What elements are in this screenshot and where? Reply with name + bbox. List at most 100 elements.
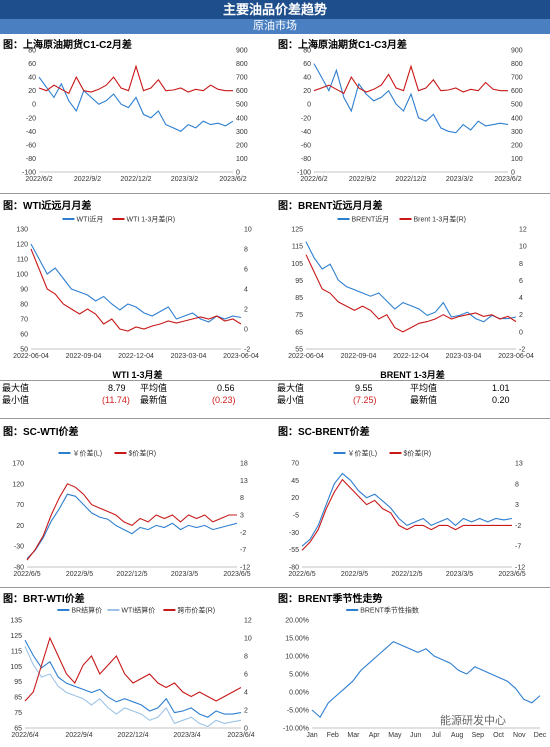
chart-panel-sc-c1c3: 图：上海原油期货C1-C3月差 80 60 40 20 0 -20 -40 -60 -80 -10… — [278, 36, 548, 188]
x-tick-label: 2023/6/2 — [494, 176, 521, 183]
y-right-tick-label: 2 — [244, 708, 248, 715]
stats-avg-label: 平均值 — [140, 383, 168, 393]
legend-label: WTI结算价 — [121, 606, 155, 615]
y-left-tick-label: -30 — [14, 544, 24, 551]
y-left-tick-label: 95 — [295, 278, 303, 285]
y-right-tick-label: 700 — [511, 75, 523, 82]
series-line — [305, 254, 517, 333]
x-tick-label: 2023/3/2 — [171, 176, 198, 183]
y-left-tick-label: 20.00% — [285, 618, 309, 625]
y-right-tick-label: 2 — [519, 312, 523, 319]
y-left-tick-label: 80 — [20, 302, 28, 309]
x-tick-label: 2022-12-04 — [118, 353, 154, 360]
y-right-tick-label: 400 — [236, 115, 248, 122]
y-left-tick-label: 45 — [291, 478, 299, 485]
y-right-tick-label: 0 — [244, 327, 248, 334]
series-line — [26, 483, 237, 561]
stats-avg-value: 1.01 — [492, 383, 510, 393]
y-right-tick-label: 0 — [511, 170, 515, 177]
y-left-tick-label: -100 — [297, 170, 311, 177]
y-left-tick-label: 65 — [295, 329, 303, 336]
chart-brt-wti: 135 125 115 105 95 85 75 65 12 10 8 6 4 2 0 2022/6/4 202… — [10, 606, 254, 740]
x-tick-label: 2022-09-04 — [341, 353, 377, 360]
x-tick-label: Oct — [493, 732, 504, 739]
y-left-tick-label: 40 — [303, 75, 311, 82]
y-left-tick-label: 0.00% — [289, 690, 309, 697]
y-left-tick-label: -80 — [14, 565, 24, 572]
chart-brent-seasonal: 20.00% 15.00% 10.00% 5.00% 0.00% -5.00% -10.00… — [283, 606, 547, 740]
x-tick-label: 2022-09-04 — [66, 353, 102, 360]
x-tick-label: 2022/12/4 — [117, 732, 148, 739]
stats-min-label: 最小值 — [277, 395, 305, 405]
y-right-tick-label: 900 — [236, 48, 248, 55]
y-right-tick-label: 800 — [511, 61, 523, 68]
chart-panel-sc-brent: 图：SC-BRENT价差 70 45 20 -5 -30 -55 -80 13 8 3 -2 -7 -1… — [278, 423, 548, 583]
y-right-tick-label: 8 — [244, 247, 248, 254]
x-tick-label: 2023/6/2 — [219, 176, 246, 183]
y-left-tick-label: -5.00% — [287, 708, 309, 715]
stats-title: WTI 1-3月差 — [0, 370, 275, 381]
series-line — [301, 478, 512, 551]
x-tick-label: 2022/9/4 — [65, 732, 92, 739]
x-tick-label: 2022/6/5 — [288, 571, 315, 578]
stats-table: WTI 1-3月差 最大值 8.79 平均值 0.56 最小值 (11.74) … — [0, 370, 550, 414]
legend-label: WTI近月 — [77, 215, 104, 224]
series-line — [311, 640, 541, 719]
y-right-tick-label: 6 — [519, 278, 523, 285]
y-right-tick-label: 500 — [236, 102, 248, 109]
series-line — [24, 639, 242, 718]
y-left-tick-label: 125 — [291, 227, 303, 234]
stats-min-label: 最小值 — [2, 395, 30, 405]
y-left-tick-label: 100 — [16, 272, 28, 279]
y-right-tick-label: 700 — [236, 75, 248, 82]
x-tick-label: 2023/6/5 — [498, 571, 525, 578]
x-tick-label: Aug — [451, 732, 464, 739]
legend-label: WTI 1-3月差(R) — [127, 215, 176, 224]
chart-panel-brt-wti: 图：BRT-WTI价差 135 125 115 105 95 85 75 65 12 10 8 6 4 2… — [3, 590, 273, 745]
x-tick-label: 2022/9/2 — [74, 176, 101, 183]
y-right-tick-label: 900 — [511, 48, 523, 55]
y-left-tick-label: -60 — [301, 142, 311, 149]
x-tick-label: 2023/3/5 — [446, 571, 473, 578]
y-right-tick-label: 13 — [240, 478, 248, 485]
stats-avg-value: 0.56 — [217, 383, 235, 393]
legend-label: BRENT季节性指数 — [360, 606, 419, 615]
page-banner: 主要油品价差趋势 — [0, 0, 550, 19]
chart-panel-wti-spread: 图：WTI近远月月差 130 120 110 100 90 80 70 60 50 10 8 6 4 2 0… — [3, 197, 273, 369]
page-subbanner: 原油市场 — [0, 19, 550, 34]
stats-min-value: (11.74) — [102, 395, 130, 405]
series-line — [38, 76, 234, 132]
y-left-tick-label: 60 — [303, 61, 311, 68]
y-right-tick-label: 800 — [236, 61, 248, 68]
y-right-tick-label: 300 — [511, 129, 523, 136]
x-tick-label: 2022/12/2 — [395, 176, 426, 183]
x-tick-label: Jan — [306, 732, 317, 739]
legend-label: BR结算价 — [71, 606, 102, 615]
y-left-tick-label: 50 — [20, 347, 28, 354]
chart-panel-sc-c1c2: 图：上海原油期货C1-C2月差 80 60 40 20 0 -20 -40 -60 -80 -10… — [3, 36, 273, 188]
y-right-tick-label: 4 — [244, 690, 248, 697]
y-right-tick-label: 3 — [515, 502, 519, 509]
x-tick-label: 2022/6/5 — [13, 571, 40, 578]
y-left-tick-label: 70 — [16, 502, 24, 509]
chart-title: 图：BRENT近远月月差 — [278, 201, 383, 212]
series-line — [30, 243, 242, 323]
series-line — [30, 248, 242, 332]
y-right-tick-label: 8 — [240, 495, 244, 502]
y-right-tick-label: 0 — [519, 329, 523, 336]
y-right-tick-label: 200 — [511, 142, 523, 149]
stats-brent: BRENT 1-3月差 最大值 9.55 平均值 1.01 最小值 (7.25)… — [275, 370, 550, 414]
series-line — [26, 493, 238, 560]
y-right-tick-label: 0 — [244, 726, 248, 733]
legend-label: 跨市价差(R) — [177, 606, 215, 615]
legend-label: BRENT近月 — [352, 215, 390, 224]
stats-latest-value: 0.20 — [492, 395, 510, 405]
stats-wti: WTI 1-3月差 最大值 8.79 平均值 0.56 最小值 (11.74) … — [0, 370, 275, 414]
y-left-tick-label: 75 — [295, 312, 303, 319]
chart-sc-c1c3: 806040200-20-40-60-80-100900800700600500… — [297, 48, 523, 184]
section-divider — [0, 418, 550, 419]
y-left-tick-label: -10.00% — [283, 726, 309, 733]
y-right-tick-label: 100 — [236, 156, 248, 163]
legend-label: ￥价差(L) — [73, 449, 103, 458]
x-tick-label: 2023-06-04 — [223, 353, 259, 360]
